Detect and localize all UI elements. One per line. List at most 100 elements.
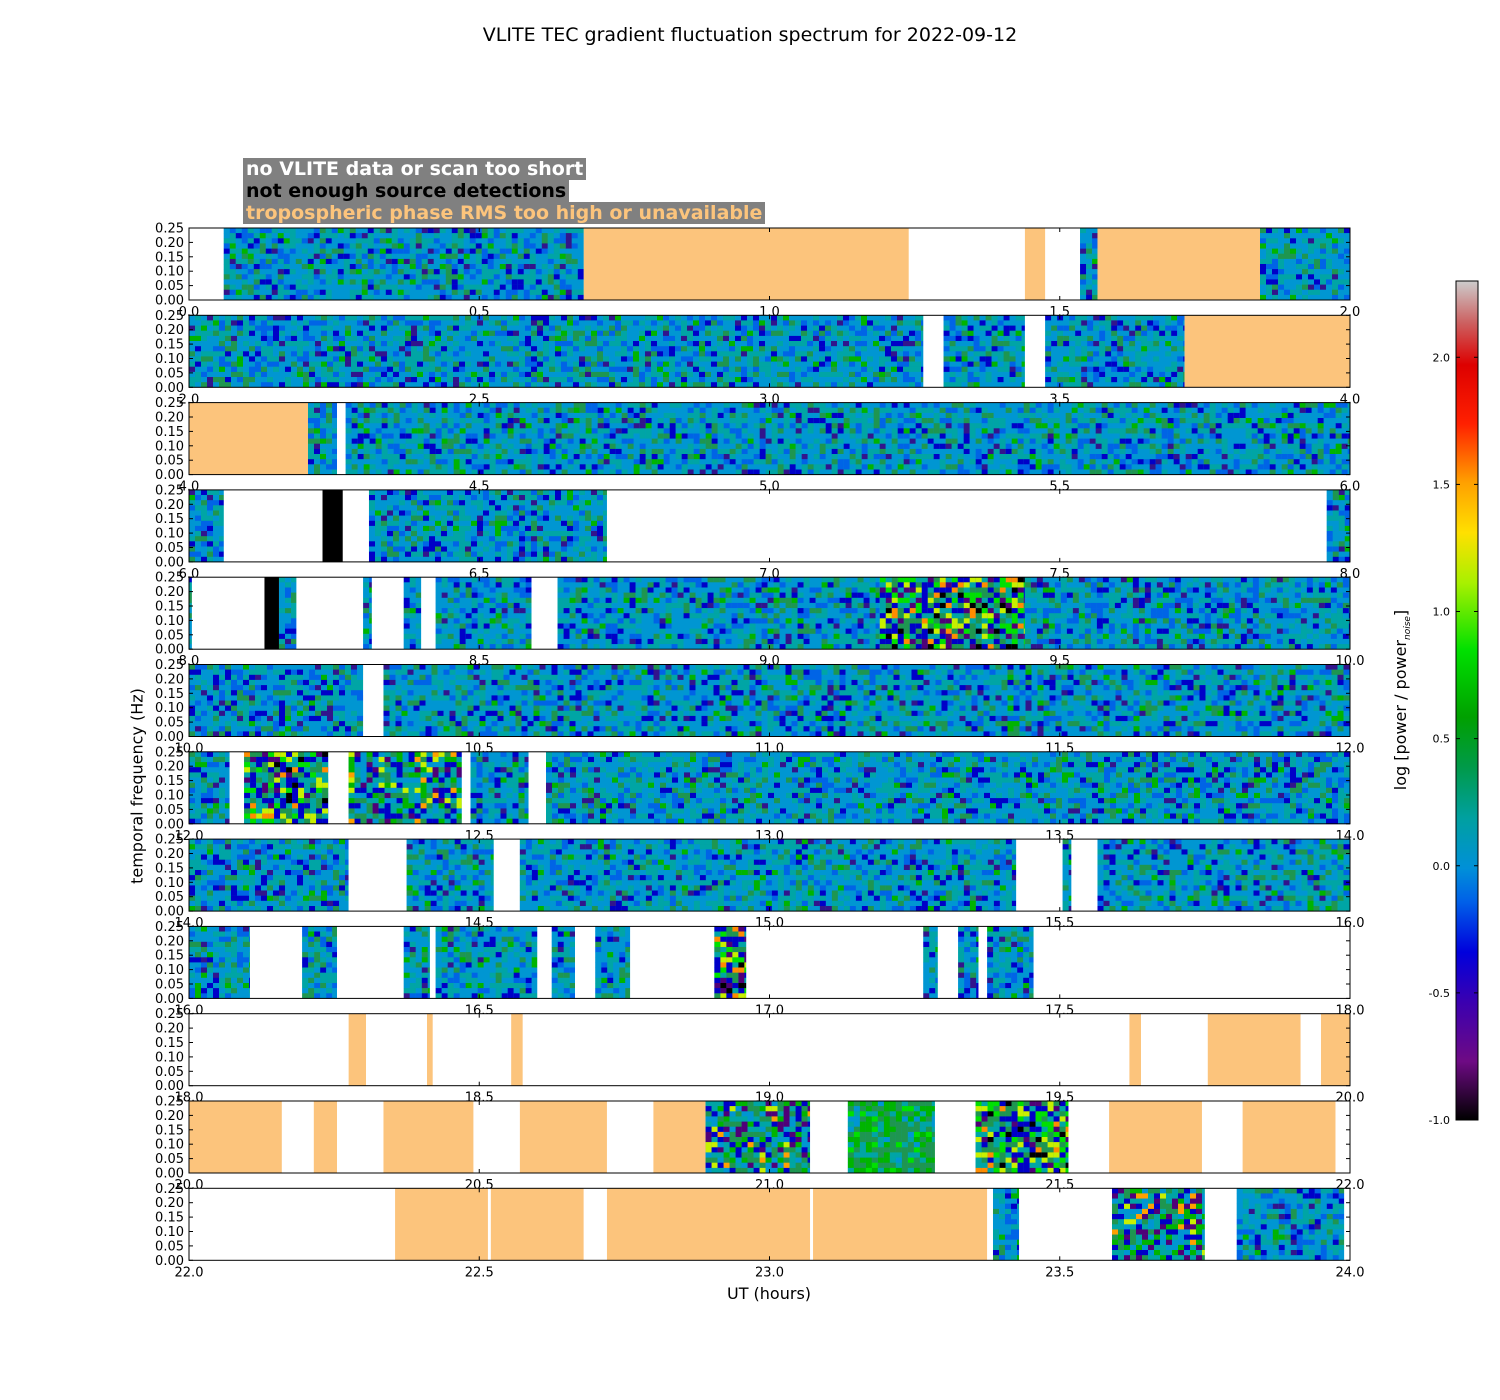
segment-nodata: [1016, 839, 1063, 912]
y-tick-label: 0.20: [155, 934, 184, 949]
segment-tropo: [1129, 1013, 1142, 1086]
y-tick-label: 0.25: [155, 745, 184, 760]
segment-nodata: [923, 315, 944, 388]
segment-data: [546, 751, 1350, 825]
segment-nodata: [810, 1101, 848, 1173]
segment-nodata: [537, 926, 552, 999]
segment-nodata: [473, 1101, 520, 1173]
segment-nodata: [908, 228, 1025, 300]
segment-tropo: [490, 1188, 584, 1261]
segment-tropo: [1109, 1101, 1202, 1173]
segment-tropo: [189, 1101, 282, 1173]
y-tick-label: 0.10: [155, 527, 184, 542]
segment-tropo: [511, 1013, 523, 1086]
segment-nodata: [328, 751, 349, 824]
segment-nodata: [429, 926, 436, 999]
segment-nodata: [366, 1013, 428, 1086]
segment-nodata: [1300, 1013, 1321, 1086]
segment-data: [1236, 1188, 1345, 1261]
segment-data: [595, 926, 631, 999]
segment-nodata: [1204, 1188, 1237, 1261]
segment-hot: [879, 577, 1025, 650]
y-tick-label: 0.15: [155, 425, 184, 440]
colorbar-gradient: [1456, 281, 1478, 1120]
x-tick-label: 22.0: [175, 1265, 204, 1280]
segment-data: [403, 577, 422, 650]
x-tick-label: 22.5: [465, 1265, 494, 1280]
segment-nodata: [1071, 839, 1098, 912]
segment-nodata: [493, 839, 520, 912]
segment-data: [1024, 577, 1350, 650]
y-tick-label: 0.05: [155, 454, 184, 469]
segment-nodata: [1024, 315, 1046, 388]
segment-data: [189, 839, 349, 912]
y-tick-label: 0.25: [155, 833, 184, 848]
y-tick-label: 0.20: [155, 411, 184, 426]
segment-nodata: [189, 1013, 349, 1086]
segment-nodata: [528, 751, 547, 824]
colorbar-tick-label: 1.0: [1433, 606, 1451, 619]
y-axis-label: temporal frequency (Hz): [127, 688, 147, 884]
y-tick-label: 0.20: [155, 498, 184, 513]
segment-data: [189, 315, 924, 388]
segment-data: [557, 577, 880, 650]
segment-nodata: [189, 1188, 396, 1261]
segment-data: [923, 926, 938, 999]
y-tick-label: 0.05: [155, 366, 184, 381]
x-tick-label: 23.5: [1045, 1265, 1074, 1280]
segment-nodata: [432, 1013, 512, 1086]
y-tick-label: 0.15: [155, 1036, 184, 1051]
segment-nodata: [937, 926, 959, 999]
segment-tropo: [395, 1188, 488, 1261]
segment-nodata: [1068, 1101, 1110, 1173]
y-tick-label: 0.05: [155, 1065, 184, 1080]
segment-nodata: [223, 489, 323, 562]
segment-data: [435, 577, 532, 650]
y-tick-label: 0.20: [155, 323, 184, 338]
y-tick-label: 0.05: [155, 541, 184, 556]
segment-data: [1062, 839, 1072, 912]
segment-tropo: [1320, 1013, 1350, 1086]
y-tick-label: 0.00: [155, 905, 184, 920]
segment-tropo: [519, 1101, 607, 1173]
segment-tropo: [1207, 1013, 1301, 1086]
segment-data: [1097, 839, 1350, 912]
colorbar-frame: [1455, 280, 1479, 1121]
segment-nodata: [1033, 926, 1350, 999]
segment-nodata: [337, 926, 404, 999]
y-tick-label: 0.00: [155, 817, 184, 832]
y-tick-label: 0.25: [155, 1007, 184, 1022]
segment-data: [992, 1188, 1020, 1261]
y-tick-label: 0.10: [155, 1050, 184, 1065]
y-tick-label: 0.10: [155, 1138, 184, 1153]
segment-tropo: [1184, 315, 1350, 388]
y-tick-label: 0.10: [155, 265, 184, 280]
segment-nodata: [1344, 1188, 1350, 1261]
colorbar-tick-label: 0.5: [1433, 733, 1451, 746]
y-tick-label: 0.05: [155, 890, 184, 905]
segment-nodata: [630, 926, 715, 999]
y-tick-label: 0.15: [155, 600, 184, 615]
legend-no-data: no VLITE data or scan too short: [243, 158, 587, 180]
y-tick-label: 0.10: [155, 1225, 184, 1240]
segment-nodata: [281, 1101, 314, 1173]
y-tick-label: 0.15: [155, 861, 184, 876]
segment-data: [943, 315, 1025, 388]
y-tick-label: 0.00: [155, 294, 184, 309]
segment-warm: [1111, 1188, 1205, 1261]
segment-data: [1326, 489, 1350, 563]
segment-nodata: [363, 664, 384, 737]
segment-tropo: [427, 1013, 433, 1086]
segment-tropo: [813, 1188, 988, 1261]
y-tick-label: 0.15: [155, 250, 184, 265]
panel-3: 0.000.050.100.150.200.254.0 4.5 5.0 5.5 6.0: [155, 396, 1360, 495]
colorbar-tick-label: 1.5: [1433, 478, 1451, 491]
segment-nodata: [461, 751, 471, 824]
segment-nodata: [583, 1188, 607, 1261]
segment-data: [1080, 228, 1098, 301]
x-tick-label: 23.0: [755, 1265, 784, 1280]
segment-data: [403, 926, 430, 999]
segment-data: [435, 926, 538, 999]
